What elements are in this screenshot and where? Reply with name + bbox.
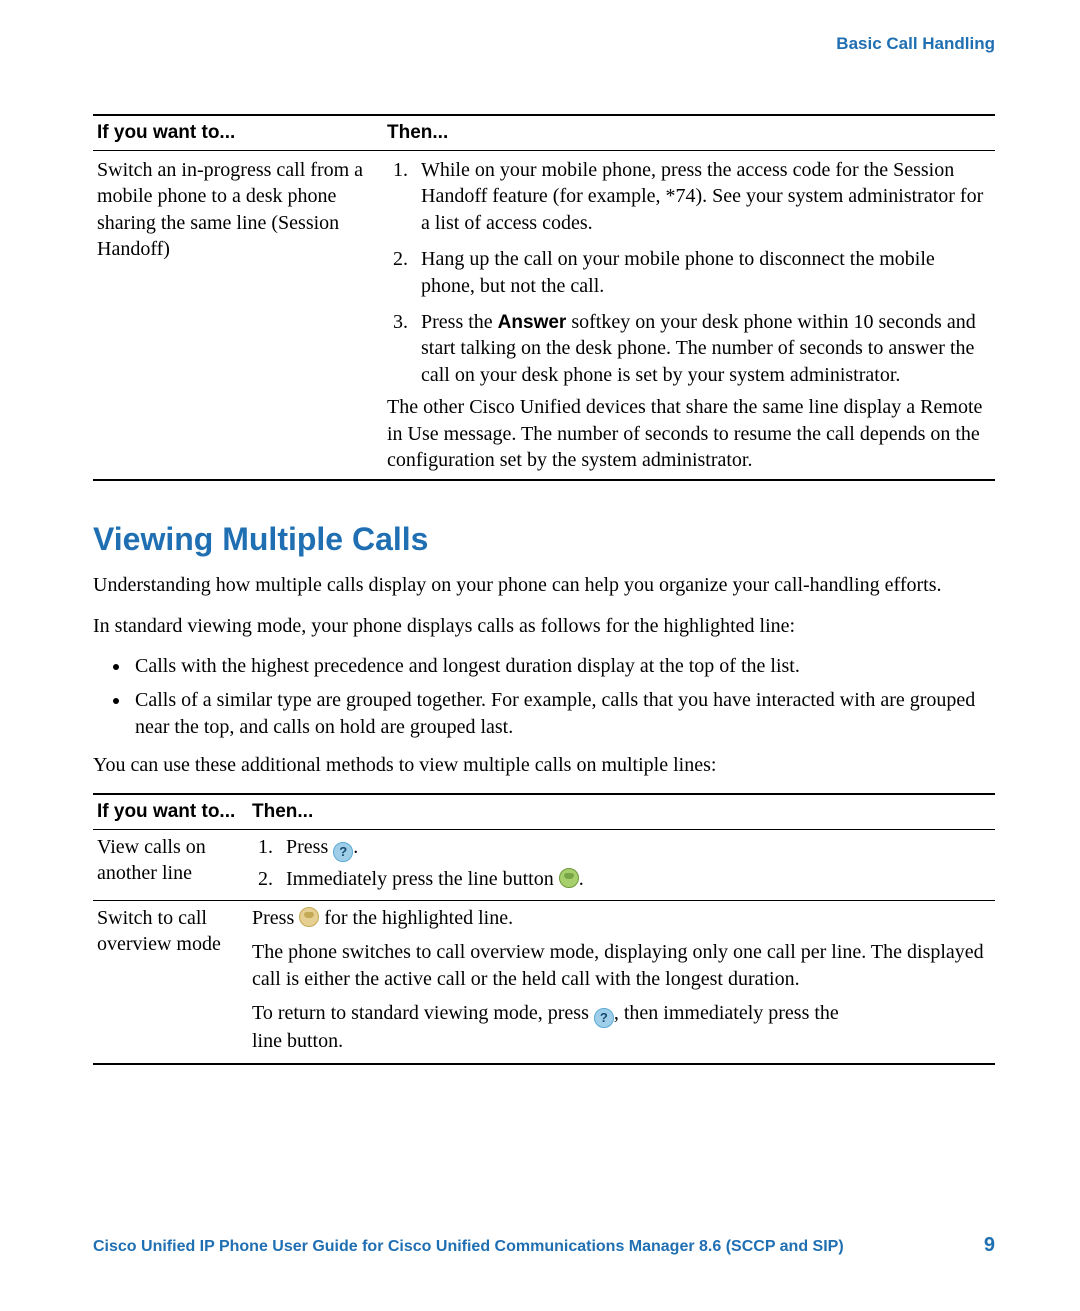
- table2-r1-left: View calls on another line: [93, 829, 248, 900]
- table2-r1-step2: Immediately press the line button .: [278, 866, 989, 892]
- table2-header-left: If you want to...: [93, 794, 248, 830]
- table1-step-2: Hang up the call on your mobile phone to…: [413, 246, 989, 299]
- section-link[interactable]: Basic Call Handling: [836, 34, 995, 53]
- t2r2-p3: To return to standard viewing mode, pres…: [252, 1000, 989, 1054]
- table1-left-cell: Switch an in-progress call from a mobile…: [93, 151, 383, 481]
- intro-bullet-2: Calls of a similar type are grouped toge…: [131, 687, 995, 740]
- intro-p1: Understanding how multiple calls display…: [93, 572, 995, 598]
- view-calls-table: If you want to... Then... View calls on …: [93, 793, 995, 1065]
- intro-p2: In standard viewing mode, your phone dis…: [93, 613, 995, 639]
- t2r1s1-post: .: [353, 836, 358, 858]
- line-button-icon: [559, 868, 579, 888]
- answer-softkey-label: Answer: [498, 312, 567, 333]
- section-title: Viewing Multiple Calls: [93, 521, 995, 558]
- table1-steps: While on your mobile phone, press the ac…: [387, 157, 989, 388]
- t2r2p3-pre: To return to standard viewing mode, pres…: [252, 1002, 594, 1024]
- help-icon: ?: [594, 1008, 614, 1028]
- t2r2-p2: The phone switches to call overview mode…: [252, 939, 989, 992]
- table2-header-right: Then...: [248, 794, 995, 830]
- t2r1s2-pre: Immediately press the line button: [286, 868, 559, 890]
- table1-step-3: Press the Answer softkey on your desk ph…: [413, 309, 989, 388]
- t2r1s2-post: .: [579, 868, 584, 890]
- table1-right-cell: While on your mobile phone, press the ac…: [383, 151, 995, 481]
- table1-header-left: If you want to...: [93, 115, 383, 151]
- table2-r1-right: Press ?. Immediately press the line butt…: [248, 829, 995, 900]
- session-handoff-table: If you want to... Then... Switch an in-p…: [93, 114, 995, 481]
- intro-bullet-1: Calls with the highest precedence and lo…: [131, 653, 995, 679]
- table2-r1-steps: Press ?. Immediately press the line butt…: [252, 834, 989, 892]
- running-header: Basic Call Handling: [93, 34, 995, 54]
- table2-r2-right: Press for the highlighted line. The phon…: [248, 901, 995, 1064]
- intro-p3: You can use these additional methods to …: [93, 752, 995, 778]
- table2-r1-step1: Press ?.: [278, 834, 989, 862]
- table1-step-1: While on your mobile phone, press the ac…: [413, 157, 989, 236]
- line-button-highlighted-icon: [299, 907, 319, 927]
- page: Basic Call Handling If you want to... Th…: [0, 0, 1080, 1311]
- footer-page-number: 9: [984, 1234, 995, 1257]
- table1-after-text: The other Cisco Unified devices that sha…: [387, 394, 989, 473]
- page-footer: Cisco Unified IP Phone User Guide for Ci…: [93, 1234, 995, 1257]
- t2r2p1-pre: Press: [252, 907, 299, 929]
- t1s3-pre: Press the: [421, 311, 498, 333]
- t2r1s1-pre: Press: [286, 836, 333, 858]
- intro-bullets: Calls with the highest precedence and lo…: [93, 653, 995, 740]
- table2-r2-left: Switch to call overview mode: [93, 901, 248, 1064]
- t2r2p3-end: line button.: [252, 1030, 343, 1052]
- help-icon: ?: [333, 842, 353, 862]
- footer-title: Cisco Unified IP Phone User Guide for Ci…: [93, 1238, 844, 1256]
- t2r2-p1: Press for the highlighted line.: [252, 905, 989, 931]
- table1-header-right: Then...: [383, 115, 995, 151]
- t2r2p3-mid: , then immediately press the: [614, 1002, 839, 1024]
- t2r2p1-post: for the highlighted line.: [319, 907, 513, 929]
